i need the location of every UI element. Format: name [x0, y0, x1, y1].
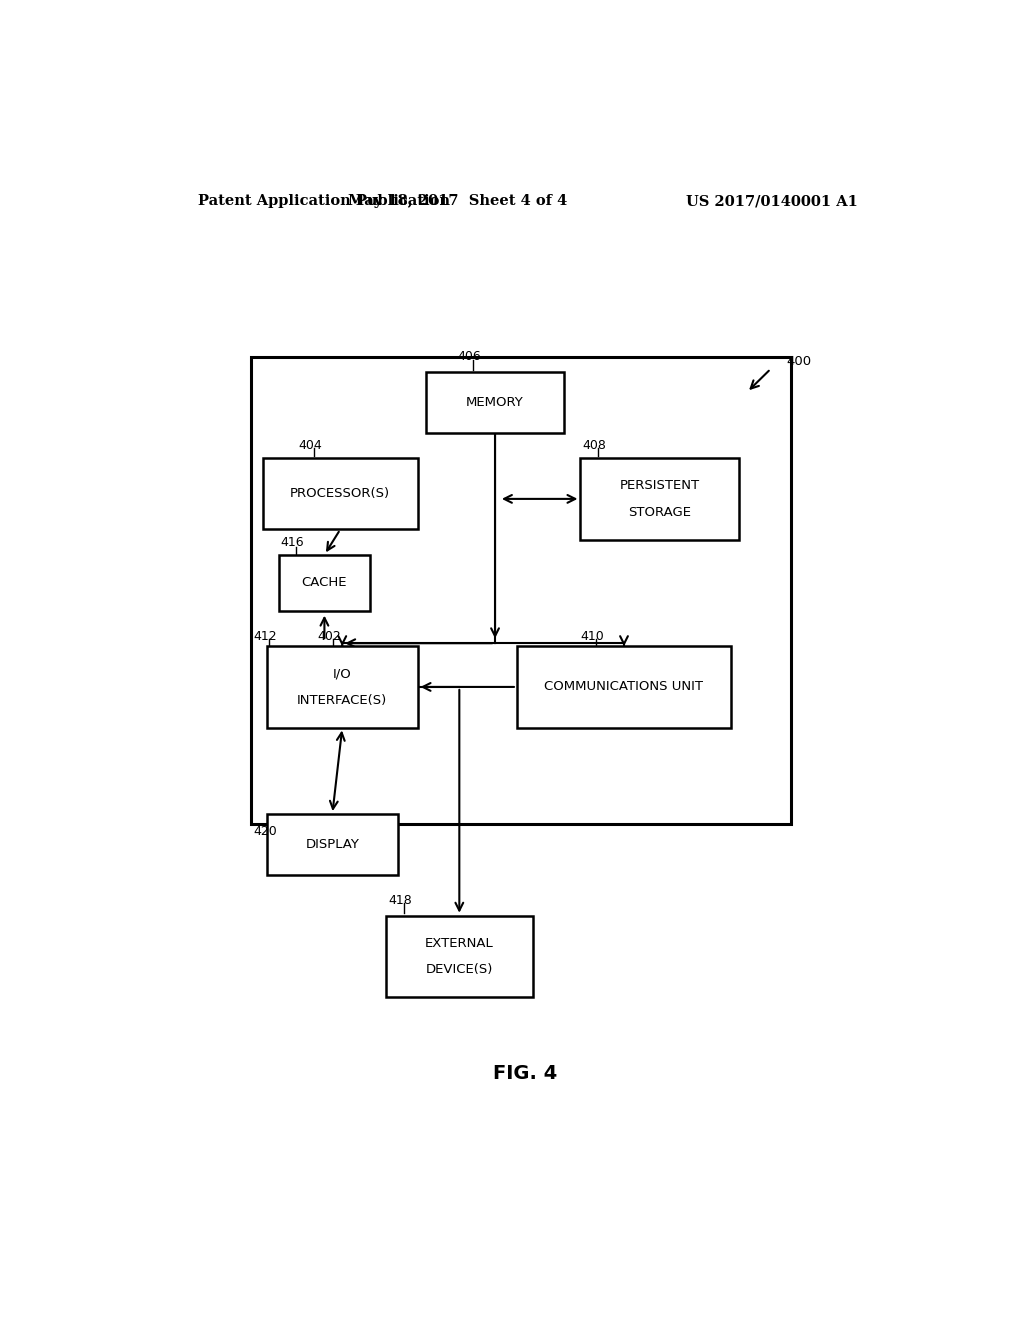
Text: I/O: I/O: [333, 667, 351, 680]
Text: US 2017/0140001 A1: US 2017/0140001 A1: [686, 194, 858, 209]
Bar: [267, 647, 418, 727]
Bar: [581, 458, 739, 540]
Bar: [251, 356, 791, 824]
Text: MEMORY: MEMORY: [466, 396, 524, 409]
Text: 418: 418: [388, 894, 412, 907]
Text: 404: 404: [299, 438, 323, 451]
Text: 412: 412: [253, 630, 278, 643]
Text: PERSISTENT: PERSISTENT: [620, 479, 699, 492]
Bar: [267, 814, 397, 875]
Text: EXTERNAL: EXTERNAL: [425, 937, 494, 949]
Text: 400: 400: [786, 355, 812, 368]
Text: FIG. 4: FIG. 4: [493, 1064, 557, 1082]
Text: 416: 416: [281, 536, 304, 549]
Text: COMMUNICATIONS UNIT: COMMUNICATIONS UNIT: [545, 680, 703, 693]
Text: Patent Application Publication: Patent Application Publication: [198, 194, 450, 209]
Bar: [263, 458, 418, 529]
Text: 402: 402: [316, 630, 341, 643]
Text: DEVICE(S): DEVICE(S): [426, 964, 493, 975]
Text: CACHE: CACHE: [302, 577, 347, 589]
Text: INTERFACE(S): INTERFACE(S): [297, 693, 387, 706]
Text: STORAGE: STORAGE: [628, 506, 691, 519]
Bar: [517, 647, 731, 727]
Bar: [386, 916, 532, 997]
Text: PROCESSOR(S): PROCESSOR(S): [290, 487, 390, 500]
Text: May 18, 2017  Sheet 4 of 4: May 18, 2017 Sheet 4 of 4: [348, 194, 567, 209]
Bar: [426, 372, 564, 433]
Bar: [279, 554, 370, 611]
Text: 420: 420: [253, 825, 278, 838]
Text: 408: 408: [582, 438, 606, 451]
Text: 406: 406: [458, 350, 481, 363]
Text: DISPLAY: DISPLAY: [305, 838, 359, 851]
Text: 410: 410: [581, 630, 604, 643]
